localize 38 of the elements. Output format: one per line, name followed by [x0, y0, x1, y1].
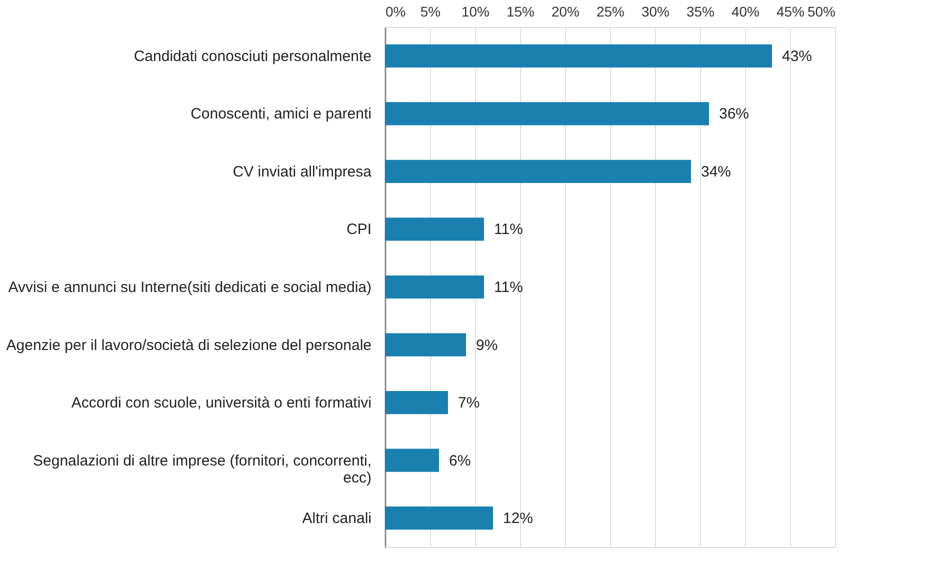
x-tick-label: 30% — [641, 4, 670, 20]
y-tick-label: Altri canali — [302, 510, 372, 528]
x-tick-label: 35% — [686, 4, 715, 20]
x-tick-label: 0% — [386, 4, 406, 20]
y-tick-label: Conoscenti, amici e parenti — [190, 106, 372, 123]
y-tick-label: CPI — [346, 221, 372, 238]
data-label: 6% — [449, 452, 471, 470]
y-tick-label: Accordi con scuole, università o enti formativi — [71, 394, 372, 412]
bar — [385, 102, 709, 126]
y-tick-label: Segnalazioni di altre imprese (fornitori, concorrenti, ecc) — [33, 452, 372, 486]
data-label: 7% — [458, 394, 480, 412]
x-tick-label: 15% — [506, 4, 535, 20]
x-tick-label: 20% — [551, 4, 580, 20]
bar — [385, 218, 484, 241]
data-label: 11% — [494, 221, 523, 238]
bar — [385, 44, 772, 68]
y-tick-label: CV inviati all'impresa — [232, 163, 372, 180]
x-tick-label: 45% — [776, 4, 805, 20]
x-tick-label: 40% — [731, 4, 760, 20]
x-tick-label: 50% — [807, 4, 836, 20]
data-label: 12% — [503, 510, 534, 528]
x-tick-label: 5% — [420, 4, 441, 20]
bar — [385, 333, 466, 356]
data-label: 34% — [701, 163, 732, 180]
bar — [385, 391, 448, 414]
data-label: 43% — [782, 48, 812, 65]
bar — [385, 506, 493, 530]
x-tick-label: 25% — [596, 4, 625, 20]
bar — [385, 448, 439, 472]
y-tick-label: Avvisi e annunci su Interne(siti dedicati e social media) — [8, 279, 372, 296]
bar — [385, 275, 484, 299]
data-label: 36% — [719, 106, 750, 123]
y-tick-label: Candidati conosciuti personalmente — [134, 48, 372, 65]
bar — [385, 160, 691, 183]
x-tick-label: 10% — [461, 4, 490, 20]
data-label: 9% — [476, 336, 498, 354]
y-tick-label: Agenzie per il lavoro/società di selezione del personale — [6, 336, 372, 354]
data-label: 11% — [494, 279, 523, 296]
